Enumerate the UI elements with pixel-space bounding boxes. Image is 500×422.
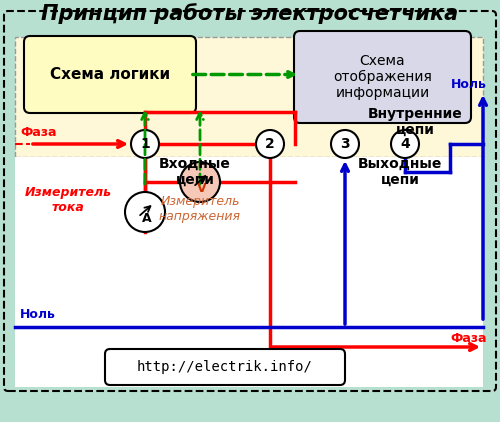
Text: Фаза: Фаза	[20, 125, 57, 138]
Text: Схема логики: Схема логики	[50, 67, 170, 82]
Text: Схема
отображения
информации: Схема отображения информации	[333, 54, 432, 100]
Text: Ноль: Ноль	[20, 308, 56, 322]
Text: Измеритель
напряжения: Измеритель напряжения	[159, 195, 241, 223]
Circle shape	[125, 192, 165, 232]
Text: Фаза: Фаза	[450, 333, 487, 346]
Text: Выходные
цепи: Выходные цепи	[358, 157, 442, 187]
Circle shape	[391, 130, 419, 158]
FancyBboxPatch shape	[24, 36, 196, 113]
Text: 4: 4	[400, 137, 410, 151]
Text: Ноль: Ноль	[451, 78, 487, 90]
Text: Внутренние
цепи: Внутренние цепи	[368, 107, 462, 137]
Bar	[15, 157, 483, 387]
Text: http://electrik.info/: http://electrik.info/	[137, 360, 313, 374]
Circle shape	[331, 130, 359, 158]
Text: 1: 1	[140, 137, 150, 151]
Text: A: A	[142, 213, 152, 225]
FancyBboxPatch shape	[15, 37, 483, 157]
Text: 3: 3	[340, 137, 350, 151]
Text: Принцип работы электросчетчика: Принцип работы электросчетчика	[42, 3, 459, 24]
FancyBboxPatch shape	[105, 349, 345, 385]
Text: Измеритель
тока: Измеритель тока	[24, 186, 112, 214]
FancyBboxPatch shape	[294, 31, 471, 123]
FancyBboxPatch shape	[4, 11, 496, 391]
Circle shape	[256, 130, 284, 158]
Circle shape	[180, 162, 220, 202]
Circle shape	[131, 130, 159, 158]
Text: 2: 2	[265, 137, 275, 151]
Text: V: V	[197, 182, 207, 195]
Text: Входные
цепи: Входные цепи	[159, 157, 231, 187]
